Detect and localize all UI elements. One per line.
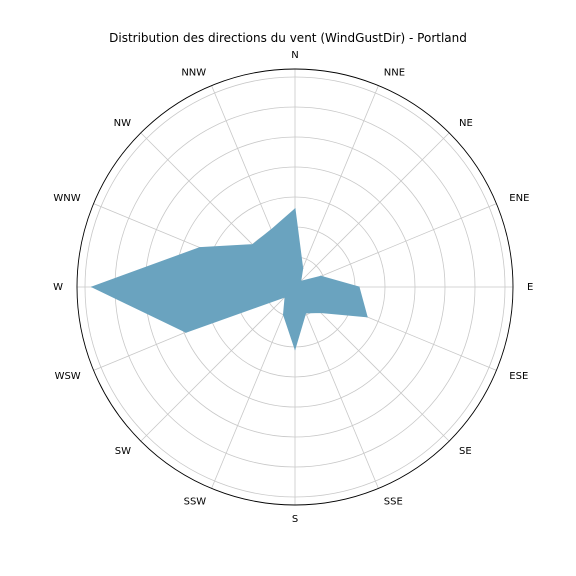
direction-label-nw: NW (114, 118, 131, 129)
grid-spoke-nne (294, 85, 379, 288)
direction-label-ne: NE (459, 118, 473, 129)
direction-label-n: N (291, 50, 298, 61)
data-point-nnw (270, 229, 272, 231)
data-point-ene (320, 275, 322, 277)
direction-label-ene: ENE (509, 193, 529, 204)
data-point-w (91, 286, 93, 288)
direction-label-wnw: WNW (53, 193, 80, 204)
grid-spoke-ne (294, 132, 450, 288)
direction-label-wsw: WSW (55, 371, 81, 382)
direction-label-sw: SW (115, 446, 131, 457)
data-point-sw (284, 296, 286, 298)
polar-frame (76, 68, 514, 506)
direction-label-sse: SSE (384, 496, 403, 507)
data-point-ese (366, 316, 368, 318)
data-point-s (294, 348, 296, 350)
grid-spoke-ssw (211, 286, 296, 489)
grid-spoke-sse (294, 286, 379, 489)
data-point-nne (302, 267, 304, 270)
data-point-wnw (199, 246, 201, 249)
direction-label-e: E (527, 282, 533, 293)
data-point-se (319, 311, 322, 314)
direction-label-w: W (53, 282, 63, 293)
direction-label-ssw: SSW (184, 496, 207, 507)
direction-label-nne: NNE (384, 68, 405, 79)
data-series (90, 208, 368, 351)
direction-label-s: S (292, 514, 298, 525)
wind-direction-area (90, 208, 368, 351)
data-point-wsw (185, 331, 187, 333)
data-point-ssw (282, 314, 285, 316)
data-point-e (358, 286, 360, 288)
chart-title: Distribution des directions du vent (Win… (109, 31, 467, 45)
data-point-n (294, 208, 296, 210)
direction-label-ese: ESE (509, 371, 528, 382)
direction-label-se: SE (459, 446, 472, 457)
data-point-sse (305, 312, 307, 314)
grid-spoke-ene (294, 203, 497, 288)
direction-labels: N NNE NE ENE E ESE SE SSE S SSW SW WSW W WNW NW NNW (53, 50, 533, 525)
data-point-ne (300, 280, 302, 282)
direction-label-nnw: NNW (181, 68, 206, 79)
data-point-nw (251, 243, 254, 246)
outer-circle (76, 68, 514, 506)
grid-spoke-sw (140, 286, 296, 442)
